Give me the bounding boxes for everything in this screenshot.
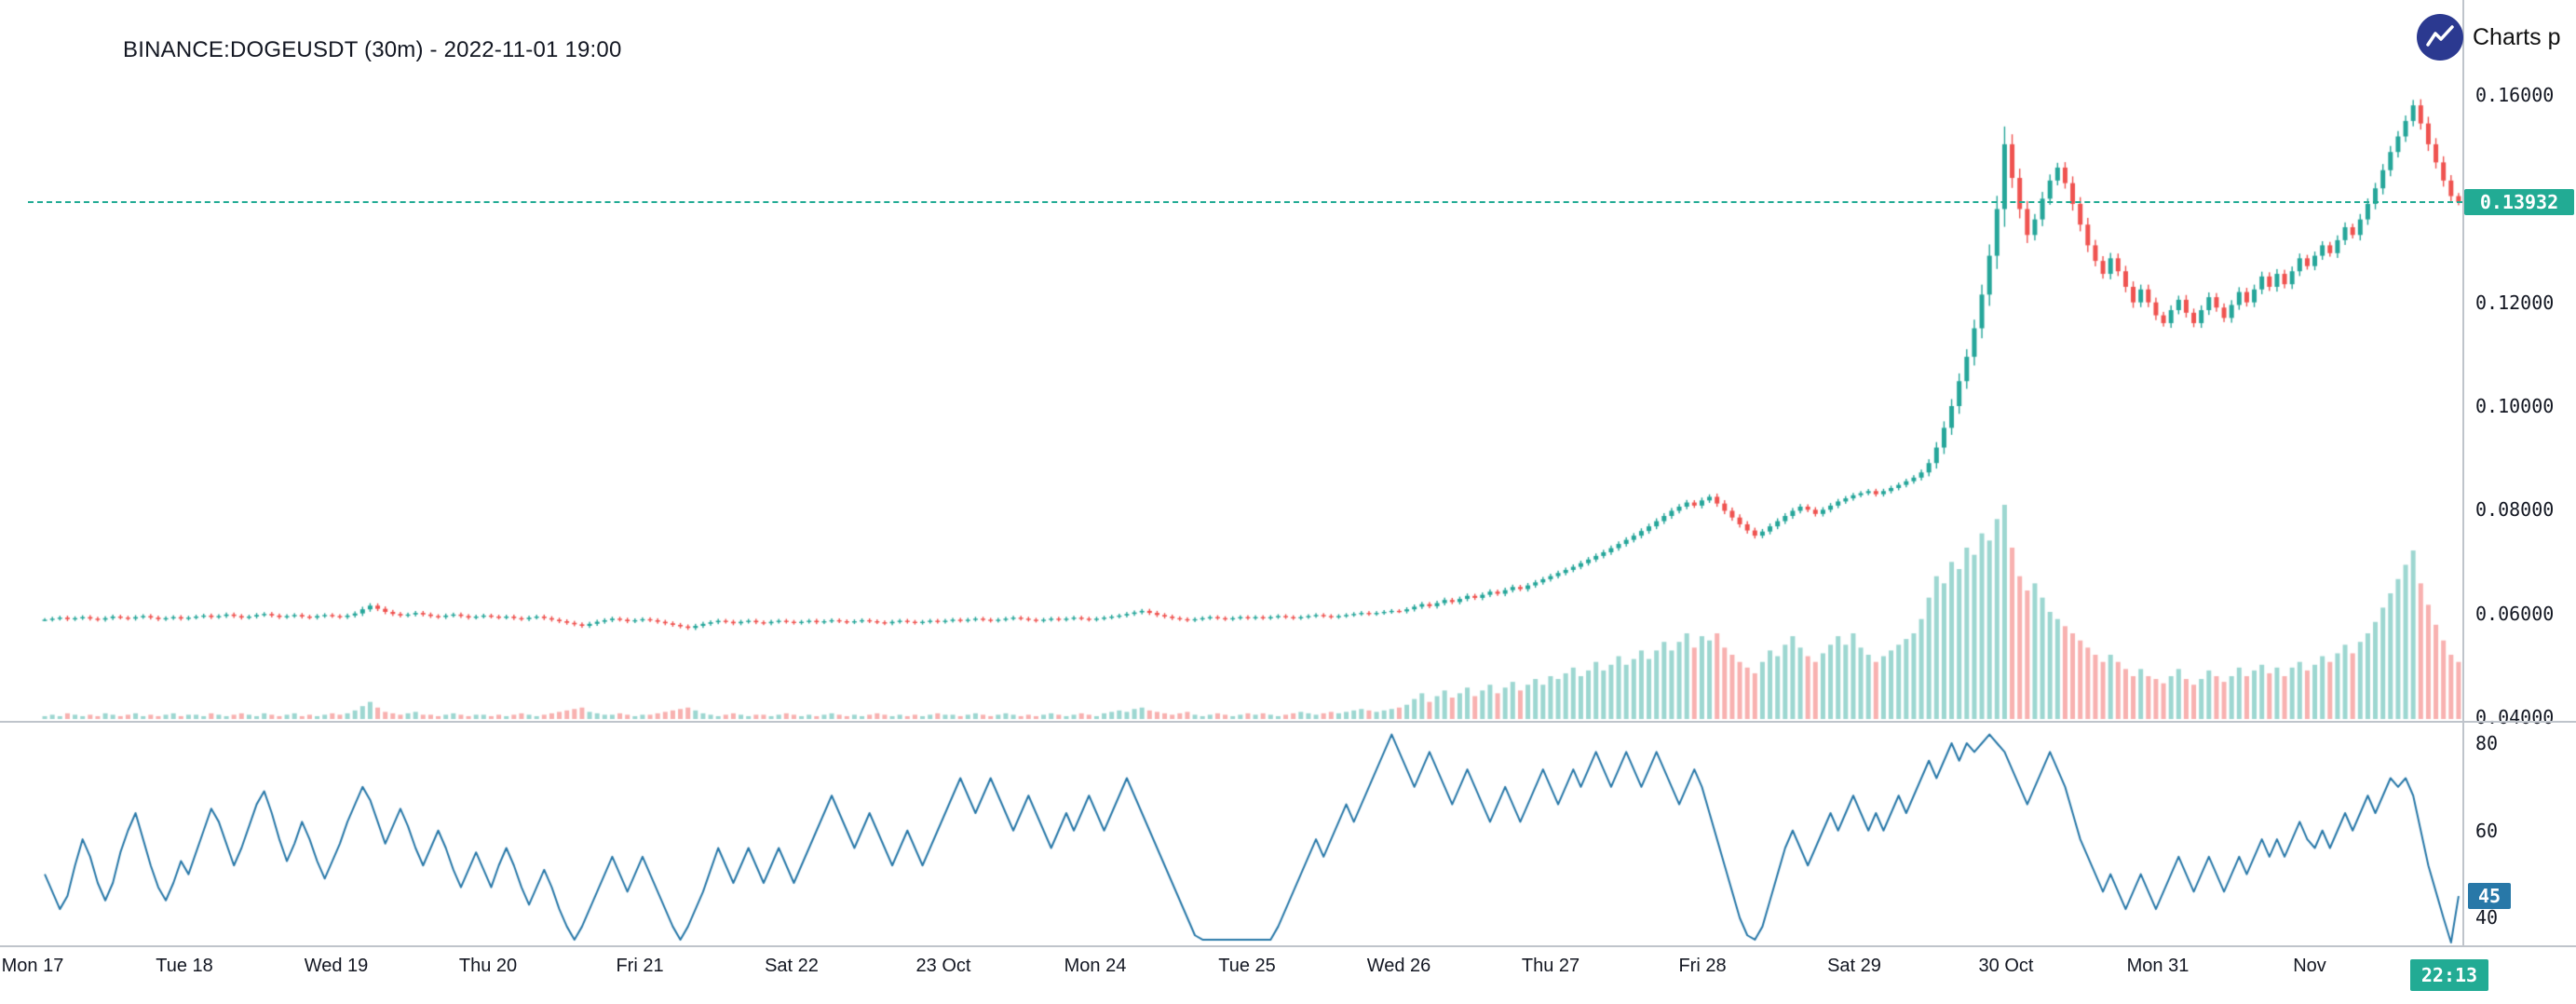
line-chart-icon[interactable] [2416, 13, 2464, 61]
rsi-timeaxis-divider [0, 945, 2576, 947]
price-axis-separator [2462, 0, 2464, 945]
attribution-label[interactable]: Charts p [2473, 23, 2561, 50]
last-price-badge: 0.13932 [2464, 189, 2574, 215]
main-rsi-pane-divider [0, 721, 2576, 723]
charts-attribution-link[interactable]: Charts p [2416, 13, 2560, 61]
current-time-badge: 22:13 [2410, 959, 2488, 991]
symbol-title: BINANCE:DOGEUSDT (30m) - 2022-11-01 19:0… [123, 37, 622, 62]
last-price-line [28, 201, 2462, 203]
rsi-value-badge: 45 [2468, 883, 2511, 909]
